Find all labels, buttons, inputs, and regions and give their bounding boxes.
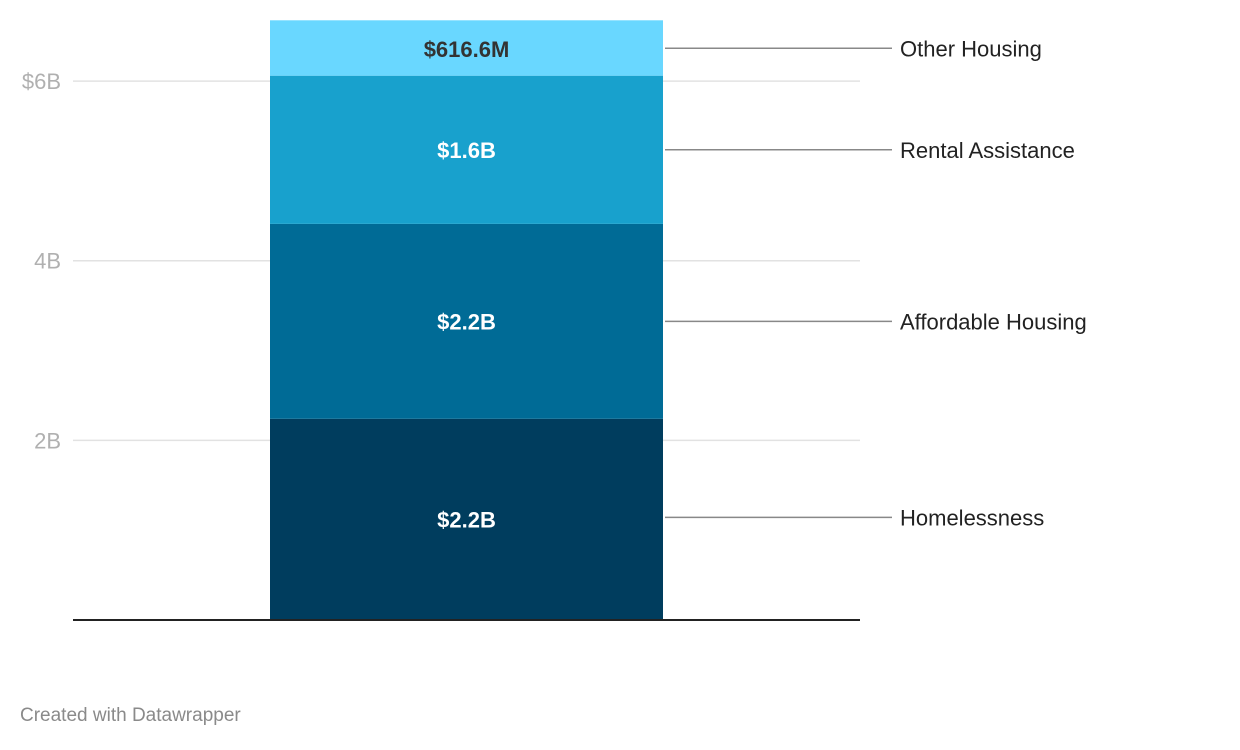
- series-label: Affordable Housing: [900, 309, 1087, 334]
- y-tick-label: 4B: [34, 249, 61, 274]
- series-label-leaders: Homelessness Affordable Housing Rental Ass…: [665, 36, 1087, 530]
- bar-segment: [270, 223, 663, 419]
- stacked-bar-chart: 2B 4B $6B $2.2B $2.2B $1.6B $616.6M Homelessn…: [22, 20, 1087, 621]
- series-label: Homelessness: [900, 505, 1044, 530]
- segment-value-label: $1.6B: [437, 138, 496, 163]
- credit-footer: Created with Datawrapper: [20, 705, 241, 726]
- segment-value-label: $2.2B: [437, 507, 496, 532]
- y-axis: 2B 4B $6B: [22, 69, 61, 453]
- bar-segments: [270, 20, 663, 620]
- series-label: Rental Assistance: [900, 138, 1075, 163]
- bar-segment: [270, 418, 663, 620]
- segment-value-label: $616.6M: [424, 37, 510, 62]
- series-label: Other Housing: [900, 36, 1042, 61]
- bar-segment: [270, 20, 663, 76]
- bar-segment: [270, 75, 663, 224]
- segment-value-label: $2.2B: [437, 309, 496, 334]
- segment-value-labels: $2.2B $2.2B $1.6B $616.6M: [424, 37, 510, 532]
- y-tick-label: $6B: [22, 69, 61, 94]
- y-tick-label: 2B: [34, 428, 61, 453]
